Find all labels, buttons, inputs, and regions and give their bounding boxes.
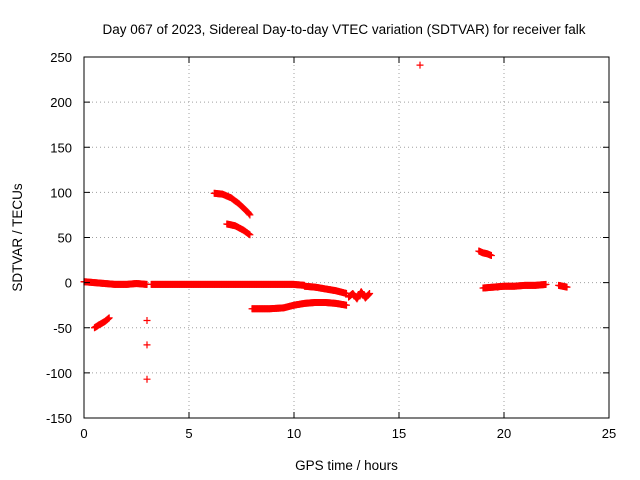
data-points xyxy=(80,61,571,383)
y-tick-label: 50 xyxy=(58,231,72,246)
y-tick-label: 0 xyxy=(65,276,72,291)
grid-lines xyxy=(84,57,609,418)
x-tick-label: 0 xyxy=(80,426,87,441)
data-point xyxy=(487,252,495,260)
data-point xyxy=(494,283,502,291)
data-point xyxy=(143,341,151,349)
data-point xyxy=(143,317,151,325)
chart-title: Day 067 of 2023, Sidereal Day-to-day VTE… xyxy=(103,22,586,37)
x-tick-label: 5 xyxy=(185,426,192,441)
data-point xyxy=(246,231,254,239)
data-point-fill xyxy=(245,210,253,218)
y-tick-label: -100 xyxy=(46,366,72,381)
data-point xyxy=(343,301,350,309)
y-tick-label: -150 xyxy=(46,411,72,426)
y-tick-label: -50 xyxy=(53,321,72,336)
x-tick-label: 10 xyxy=(287,426,301,441)
data-point xyxy=(105,314,113,322)
y-axis-label: SDTVAR / TECUs xyxy=(10,183,25,292)
data-point xyxy=(143,375,151,383)
y-tick-label: 200 xyxy=(50,95,72,110)
y-tick-label: 100 xyxy=(50,185,72,200)
x-tick-label: 20 xyxy=(497,426,511,441)
data-point xyxy=(542,280,550,288)
data-point xyxy=(366,289,374,297)
axis-ticks: 0 5 10 15 20 25 250 200 150 100 50 0 -50 -100 -150 xyxy=(46,50,616,441)
data-point xyxy=(416,61,424,69)
y-tick-label: 150 xyxy=(50,140,72,155)
x-tick-label: 25 xyxy=(602,426,616,441)
data-point xyxy=(246,211,254,219)
data-point xyxy=(563,283,571,291)
x-tick-label: 15 xyxy=(392,426,406,441)
x-axis-label: GPS time / hours xyxy=(295,458,398,473)
y-tick-label: 250 xyxy=(50,50,72,65)
